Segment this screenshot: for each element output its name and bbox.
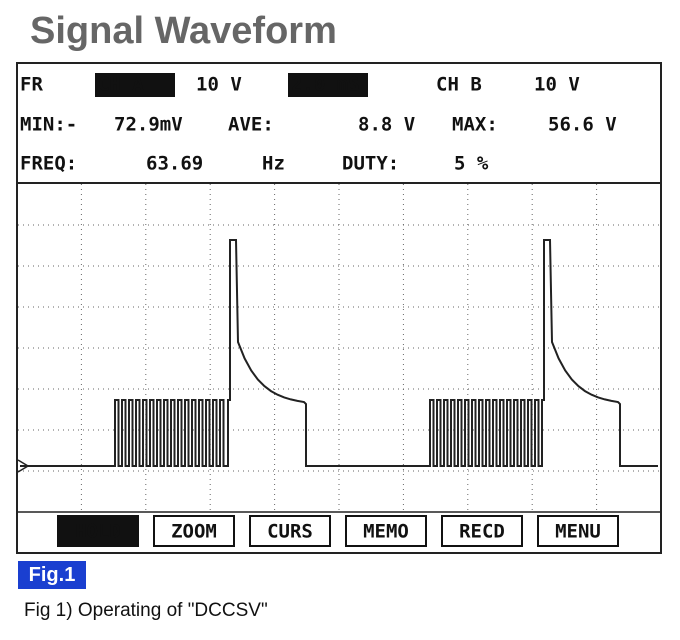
softkey-label: ZOOM — [171, 521, 217, 543]
softkey — [345, 515, 427, 547]
status-text: 72.9mV — [114, 114, 183, 136]
waveform — [20, 239, 658, 467]
highlight — [95, 73, 175, 97]
softkey — [153, 515, 235, 547]
status-text: 63.69 — [146, 153, 203, 175]
ground-marker — [17, 459, 30, 473]
softkey-label: RECD — [459, 521, 505, 543]
status-text: AVE: — [228, 114, 274, 136]
grid — [18, 184, 660, 511]
status-text: MIN:- — [20, 114, 77, 136]
softkey-label: CURS — [267, 521, 313, 543]
status-text: 5 % — [454, 153, 489, 175]
softkey-label: MENU — [555, 521, 601, 543]
softkey — [57, 515, 139, 547]
softkey — [441, 515, 523, 547]
figure-label: Fig.1 — [18, 561, 86, 589]
title: Signal Waveform — [30, 10, 337, 52]
status-text: 56.6 V — [548, 114, 617, 136]
status-text: Hz — [262, 153, 285, 175]
status-text: 8.8 V — [358, 114, 415, 136]
softkey-label: MEMO — [363, 521, 409, 543]
status-text: 10 V — [196, 74, 242, 96]
softkey — [537, 515, 619, 547]
scope-screen: FR CH A 10 V 2.0 mS CH B 10 V MIN:- 72.9mV AVE: 8… — [16, 62, 662, 554]
status-text: FREQ: — [20, 153, 77, 175]
figure-caption: Fig 1) Operating of "DCCSV" — [24, 600, 268, 621]
highlight — [288, 73, 368, 97]
softkey — [249, 515, 331, 547]
status-text: 10 V — [534, 74, 580, 96]
status-text: CH B — [436, 74, 482, 96]
screen-texts: FR CH A 10 V 2.0 mS CH B 10 V MIN:- 72.9mV AVE: 8… — [20, 73, 619, 547]
status-text: CH A — [98, 74, 144, 96]
softkey-label: HOLD — [75, 521, 121, 543]
status-text: DUTY: — [342, 153, 399, 175]
status-text: MAX: — [452, 114, 498, 136]
status-text: FR — [20, 74, 43, 96]
status-text: 2.0 mS — [291, 74, 360, 96]
